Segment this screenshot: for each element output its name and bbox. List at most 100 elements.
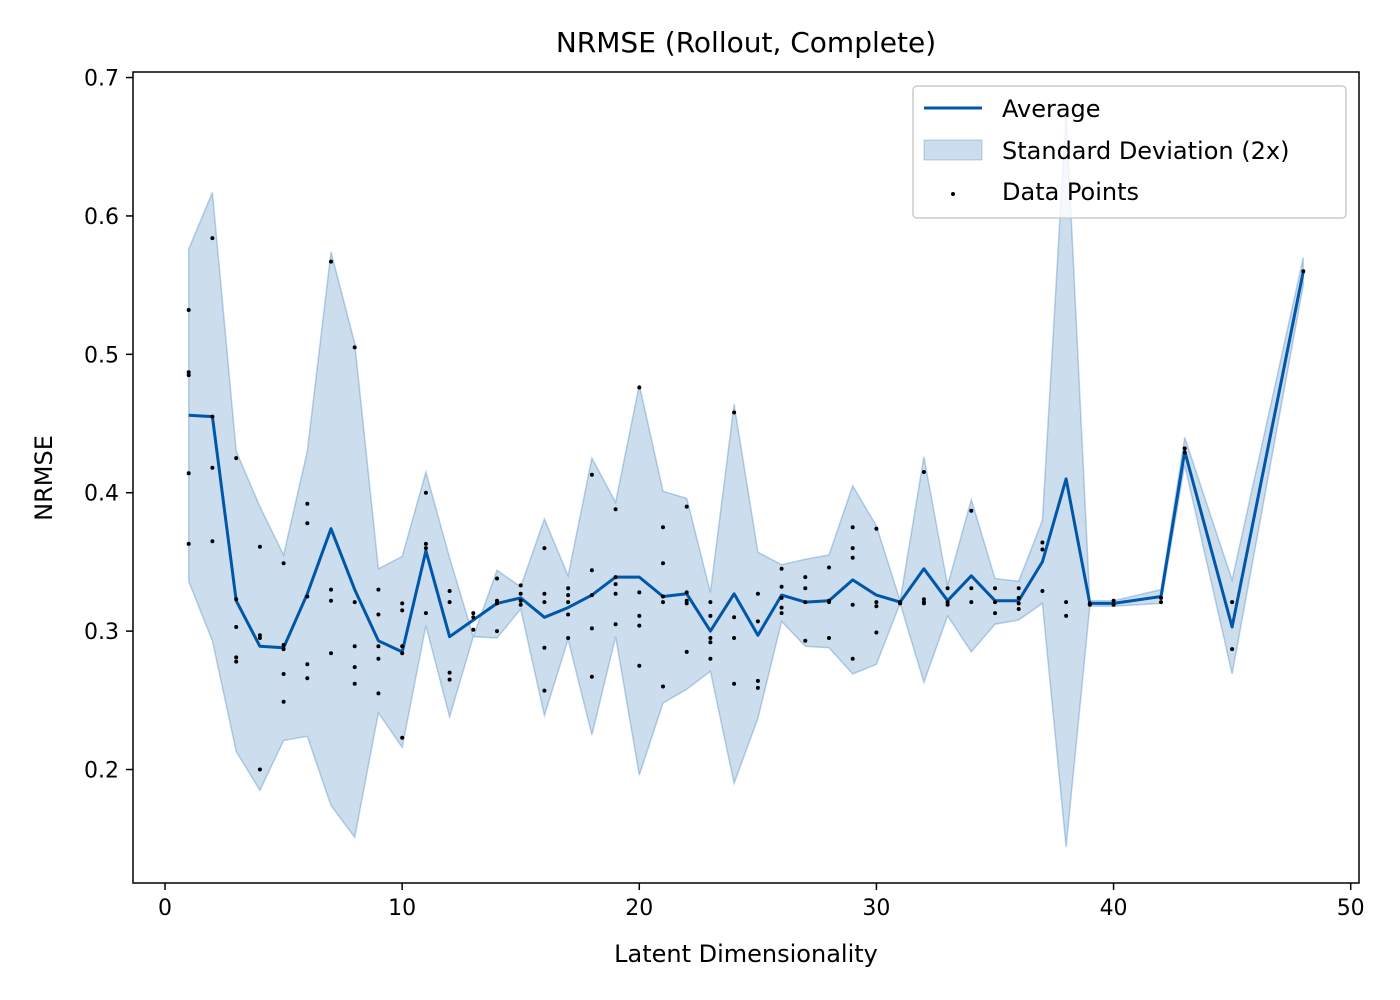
x-tick-label: 0 <box>158 896 172 921</box>
data-point <box>542 591 547 596</box>
data-point <box>400 644 405 649</box>
chart-title: NRMSE (Rollout, Complete) <box>556 26 936 59</box>
data-point <box>495 629 499 634</box>
data-point <box>589 674 594 679</box>
data-point <box>613 591 618 596</box>
data-point <box>257 636 262 640</box>
data-point <box>637 613 642 618</box>
data-point <box>400 735 405 740</box>
data-point <box>471 611 476 616</box>
data-point <box>1111 602 1116 607</box>
data-point <box>921 470 926 474</box>
data-point <box>589 593 594 598</box>
data-point <box>684 504 689 509</box>
y-tick-label: 0.3 <box>84 620 119 645</box>
data-point <box>993 586 997 591</box>
data-point <box>779 611 784 616</box>
data-point <box>281 699 286 704</box>
data-point <box>1040 589 1045 593</box>
legend-points-label: Data Points <box>1002 178 1139 206</box>
y-tick-label: 0.4 <box>84 482 119 507</box>
data-point <box>827 565 831 570</box>
data-point <box>803 575 808 580</box>
data-point <box>186 370 191 375</box>
legend-std-label: Standard Deviation (2x) <box>1002 137 1289 165</box>
data-point <box>305 501 310 506</box>
data-point <box>423 611 428 616</box>
data-point <box>1040 540 1045 545</box>
data-point <box>827 636 831 640</box>
x-axis: 0 10 20 30 40 50 <box>158 883 1365 921</box>
data-point <box>471 615 476 620</box>
data-point <box>661 561 665 566</box>
data-point <box>329 259 333 264</box>
data-point <box>518 602 523 607</box>
data-point <box>637 663 642 668</box>
data-point <box>210 539 215 544</box>
data-point <box>661 600 665 605</box>
data-point <box>1111 598 1116 603</box>
data-point <box>305 521 310 526</box>
x-tick-label: 30 <box>862 896 890 921</box>
data-point <box>993 611 997 616</box>
data-point <box>1040 547 1045 552</box>
data-point <box>234 456 239 461</box>
data-point <box>518 591 523 596</box>
data-point <box>210 236 215 241</box>
data-point <box>257 544 262 549</box>
data-point <box>1182 450 1187 455</box>
data-point <box>352 600 357 605</box>
data-point <box>400 608 405 613</box>
y-axis: 0.2 0.3 0.4 0.5 0.6 0.7 <box>84 67 133 784</box>
data-point <box>661 525 665 530</box>
x-tick-label: 40 <box>1100 896 1128 921</box>
data-point <box>1230 647 1235 652</box>
y-axis-label: NRMSE <box>30 435 58 521</box>
data-point <box>637 590 642 595</box>
data-point <box>827 600 831 605</box>
data-point <box>874 526 879 531</box>
data-point <box>945 586 950 591</box>
data-point <box>447 600 452 605</box>
data-point <box>281 647 286 652</box>
data-point <box>518 583 523 588</box>
data-point <box>1016 607 1021 611</box>
data-point <box>352 644 357 649</box>
data-point <box>234 625 239 629</box>
data-point <box>186 471 191 476</box>
legend-points-swatch <box>951 192 955 196</box>
data-point <box>210 465 215 470</box>
data-point <box>779 566 784 571</box>
data-point <box>613 582 618 587</box>
data-point <box>329 598 333 603</box>
data-point <box>376 644 381 649</box>
legend-box <box>912 85 1347 219</box>
data-point <box>708 613 713 618</box>
data-point <box>684 649 689 654</box>
average-line <box>188 271 1305 654</box>
data-point <box>234 659 239 664</box>
data-point <box>1016 595 1021 600</box>
data-point <box>969 586 974 591</box>
data-point <box>755 685 760 690</box>
data-point <box>542 645 547 650</box>
data-point <box>589 568 594 573</box>
data-point <box>376 656 381 661</box>
data-point <box>305 662 310 667</box>
data-point <box>423 541 428 546</box>
data-point <box>1016 601 1021 606</box>
data-point <box>850 656 855 661</box>
data-point <box>447 677 452 682</box>
data-point <box>850 555 855 560</box>
x-tick-label: 50 <box>1337 896 1365 921</box>
data-point <box>708 600 713 605</box>
data-point <box>305 676 310 681</box>
data-point <box>234 655 239 660</box>
data-point <box>637 623 642 628</box>
data-point <box>542 600 547 605</box>
data-point <box>518 598 523 603</box>
data-point <box>732 681 737 686</box>
data-point <box>708 656 713 661</box>
data-point <box>589 626 594 631</box>
data-point <box>969 508 974 513</box>
